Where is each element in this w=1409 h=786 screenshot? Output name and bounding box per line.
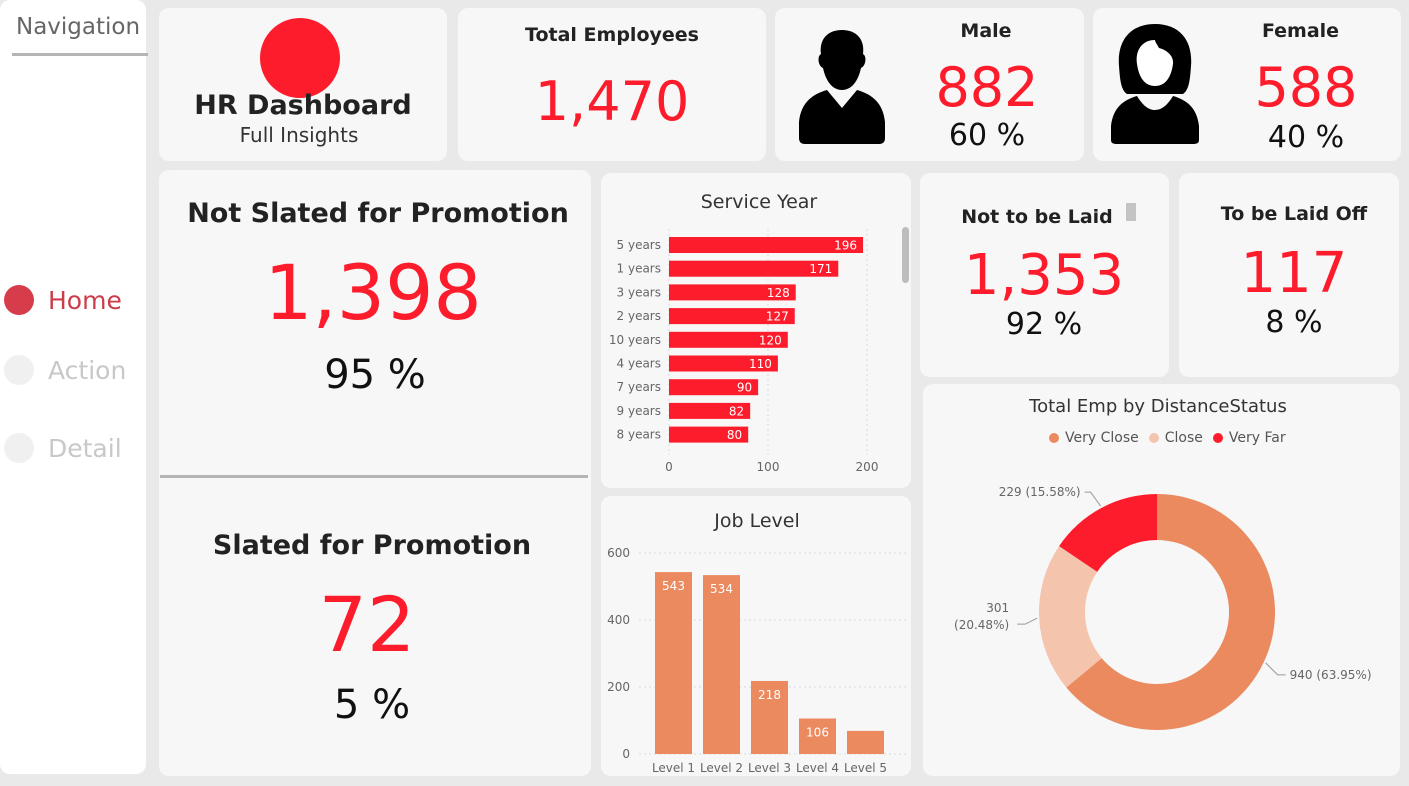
female-title: Female xyxy=(1243,20,1358,42)
dashboard-title: HR Dashboard xyxy=(159,90,447,121)
nav-item-detail[interactable]: Detail xyxy=(4,428,144,468)
not-promoted-percent: 95 % xyxy=(159,352,591,398)
job-level-data-label: 534 xyxy=(710,582,733,596)
job-level-ytick: 400 xyxy=(607,613,630,627)
job-level-data-label: 543 xyxy=(662,579,685,593)
service-year-data-label: 196 xyxy=(834,239,857,253)
service-year-card: Service Year 0 100 200 5 years 196 1 years 171… xyxy=(601,173,911,488)
male-value: 882 xyxy=(915,56,1059,119)
close-data-label-percent: (20.48%) xyxy=(954,618,1009,632)
service-year-xtick: 0 xyxy=(665,460,673,474)
job-level-category-label: Level 2 xyxy=(700,761,743,775)
not-laid-title: Not to be Laid xyxy=(920,206,1154,228)
service-year-category-label: 2 years xyxy=(617,309,661,323)
home-dot-icon xyxy=(4,285,34,315)
female-card: Female 588 40 % xyxy=(1093,8,1401,161)
job-level-category-label: Level 5 xyxy=(844,761,887,775)
job-level-data-label: 218 xyxy=(758,688,781,702)
distance-donut-chart: 940 (63.95%) 301 (20.48%) 229 (15.58%) xyxy=(923,384,1400,776)
service-year-data-label: 128 xyxy=(767,286,790,300)
job-level-category-label: Level 3 xyxy=(748,761,791,775)
very-close-leader-line xyxy=(1266,663,1286,675)
male-title: Male xyxy=(925,20,1047,42)
laid-off-value: 117 xyxy=(1179,241,1409,306)
not-promoted-value: 1,398 xyxy=(159,248,587,337)
distance-status-card: Total Emp by DistanceStatus Very Close C… xyxy=(923,384,1400,776)
job-level-ytick: 600 xyxy=(607,546,630,560)
not-laid-scrollbar[interactable] xyxy=(1126,203,1136,221)
navigation-title: Navigation xyxy=(12,14,148,56)
very-far-data-label: 229 (15.58%) xyxy=(999,485,1081,499)
promotion-card: Not Slated for Promotion 1,398 95 % Slat… xyxy=(159,170,591,776)
female-person-icon xyxy=(1107,22,1203,146)
close-leader-line xyxy=(1017,618,1037,624)
nav-item-home[interactable]: Home xyxy=(4,280,144,320)
job-level-bar[interactable] xyxy=(847,731,884,754)
not-laid-value: 1,353 xyxy=(920,243,1168,308)
job-level-data-label: 106 xyxy=(806,725,829,739)
service-year-data-label: 110 xyxy=(749,357,772,371)
action-dot-icon xyxy=(4,355,34,385)
job-level-card: Job Level 0 200 400 600 543 Level 1 534 Level 2… xyxy=(601,496,911,776)
nav-item-label: Home xyxy=(48,286,122,315)
nav-item-action[interactable]: Action xyxy=(4,350,144,390)
job-level-bar[interactable] xyxy=(655,572,692,754)
not-laid-card: Not to be Laid 1,353 92 % xyxy=(920,173,1169,377)
service-year-category-label: 7 years xyxy=(617,380,661,394)
service-year-data-label: 90 xyxy=(737,381,752,395)
total-employees-title: Total Employees xyxy=(458,24,766,46)
nav-item-label: Detail xyxy=(48,434,122,463)
promoted-title: Slated for Promotion xyxy=(159,530,585,561)
very-close-data-label: 940 (63.95%) xyxy=(1290,668,1372,682)
total-employees-card: Total Employees 1,470 xyxy=(458,8,766,161)
service-year-data-label: 80 xyxy=(727,428,742,442)
female-value: 588 xyxy=(1231,56,1381,119)
service-year-data-label: 127 xyxy=(766,310,789,324)
job-level-category-label: Level 1 xyxy=(652,761,695,775)
laid-off-title: To be Laid Off xyxy=(1179,203,1409,225)
detail-dot-icon xyxy=(4,433,34,463)
service-year-category-label: 5 years xyxy=(617,238,661,252)
service-year-category-label: 1 years xyxy=(617,262,661,276)
promoted-value: 72 xyxy=(159,580,575,669)
service-year-xtick: 100 xyxy=(757,460,780,474)
service-year-category-label: 8 years xyxy=(617,428,661,442)
laid-off-percent: 8 % xyxy=(1179,305,1409,340)
service-year-category-label: 9 years xyxy=(617,404,661,418)
service-year-data-label: 120 xyxy=(759,333,782,347)
job-level-ytick: 0 xyxy=(622,747,630,761)
very-far-leader-line xyxy=(1085,492,1101,506)
navigation-panel: Navigation Home Action Detail xyxy=(0,0,146,774)
close-data-label-value: 301 xyxy=(986,601,1009,615)
not-promoted-title: Not Slated for Promotion xyxy=(159,198,597,229)
female-percent: 40 % xyxy=(1231,120,1381,155)
promoted-percent: 5 % xyxy=(159,682,585,728)
service-year-data-label: 82 xyxy=(729,404,744,418)
male-card: Male 882 60 % xyxy=(775,8,1084,161)
logo-circle-icon xyxy=(260,18,340,98)
header-card: HR Dashboard Full Insights xyxy=(159,8,447,161)
job-level-chart: 0 200 400 600 543 Level 1 534 Level 2 218 Level 3… xyxy=(601,496,911,776)
service-year-category-label: 3 years xyxy=(617,285,661,299)
service-year-category-label: 10 years xyxy=(609,333,661,347)
service-year-xtick: 200 xyxy=(856,460,879,474)
male-percent: 60 % xyxy=(915,118,1059,153)
job-level-ytick: 200 xyxy=(607,680,630,694)
not-laid-percent: 92 % xyxy=(920,307,1168,342)
job-level-bar[interactable] xyxy=(703,575,740,754)
service-year-category-label: 4 years xyxy=(617,357,661,371)
laid-off-card: To be Laid Off 117 8 % xyxy=(1179,173,1399,377)
promotion-divider xyxy=(160,475,588,478)
service-year-scrollbar[interactable] xyxy=(902,227,909,283)
nav-item-label: Action xyxy=(48,356,126,385)
service-year-chart: 0 100 200 5 years 196 1 years 171 3 years 128 2 y… xyxy=(601,173,911,488)
total-employees-value: 1,470 xyxy=(458,70,766,133)
dashboard-subtitle: Full Insights xyxy=(159,123,439,147)
male-person-icon xyxy=(797,26,887,146)
job-level-category-label: Level 4 xyxy=(796,761,839,775)
service-year-data-label: 171 xyxy=(809,262,832,276)
